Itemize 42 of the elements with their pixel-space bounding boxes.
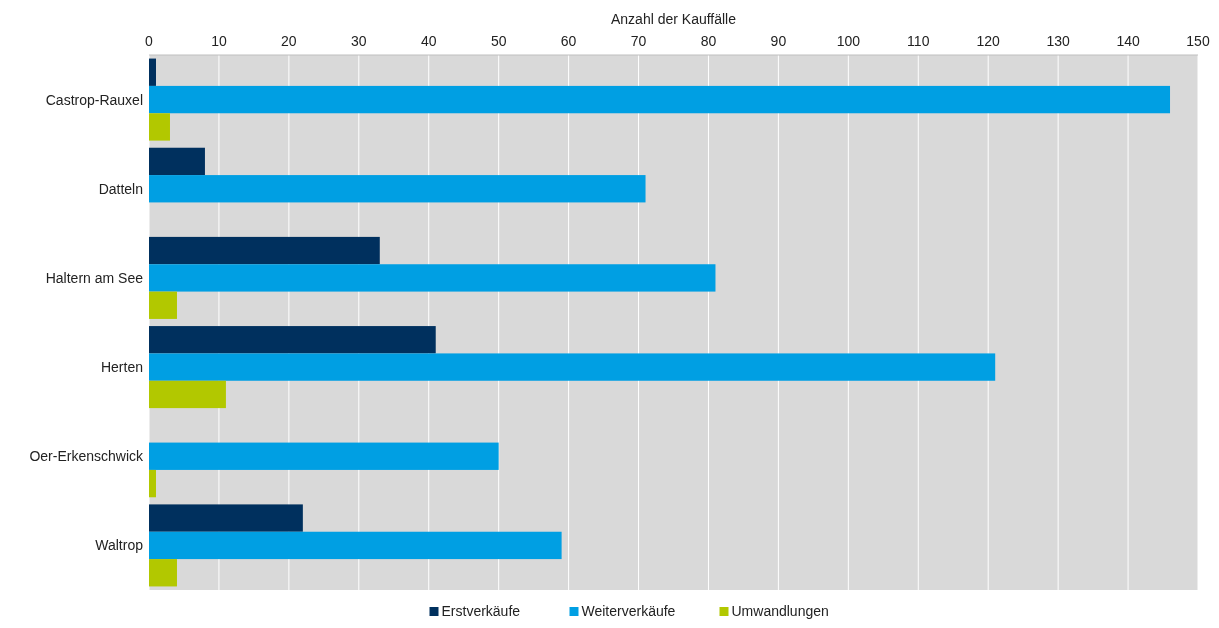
y-tick-label: Herten [100, 359, 143, 376]
bar [149, 326, 436, 354]
bar [149, 380, 226, 409]
x-tick-label: 110 [907, 33, 930, 49]
bar [149, 58, 156, 86]
legend-label: Erstverkäufe [441, 603, 521, 619]
bar [149, 353, 996, 381]
bar [149, 175, 646, 203]
x-tick-label: 30 [351, 33, 367, 49]
x-tick-label: 140 [1116, 33, 1140, 49]
x-tick-label: 130 [1046, 33, 1071, 49]
x-tick-label: 10 [211, 33, 227, 49]
x-tick-label: 50 [490, 33, 507, 49]
legend-label: Umwandlungen [731, 603, 829, 619]
x-tick-label: 70 [630, 33, 647, 49]
bar [149, 291, 177, 319]
x-tick-label: 20 [281, 33, 297, 49]
bar [149, 531, 562, 560]
x-tick-label: 0 [145, 33, 154, 49]
x-tick-label: 150 [1186, 33, 1210, 49]
x-tick-label: 100 [836, 33, 861, 49]
bar [149, 113, 170, 141]
y-tick-label: Waltrop [95, 537, 144, 554]
bar [149, 442, 499, 470]
x-tick-label: 120 [976, 33, 1001, 49]
bar [149, 504, 303, 532]
x-tick-label: 90 [770, 33, 787, 49]
y-tick-label: Castrop-Rauxel [45, 91, 143, 108]
y-tick-label: Datteln [98, 180, 143, 197]
x-axis-title: Anzahl der Kauffälle [610, 11, 737, 27]
y-tick-label: Oer-Erkenschwick [29, 448, 144, 465]
bar [149, 147, 205, 176]
legend-label: Weiterverkäufe [581, 603, 676, 619]
bar [149, 236, 380, 265]
x-tick-label: 40 [420, 33, 437, 49]
y-tick-label: Haltern am See [45, 269, 144, 286]
bar [149, 469, 156, 498]
x-tick-label: 60 [560, 33, 577, 49]
x-tick-label: 80 [700, 33, 717, 49]
bar [149, 85, 1171, 114]
bar [149, 264, 716, 292]
bar [149, 559, 177, 587]
